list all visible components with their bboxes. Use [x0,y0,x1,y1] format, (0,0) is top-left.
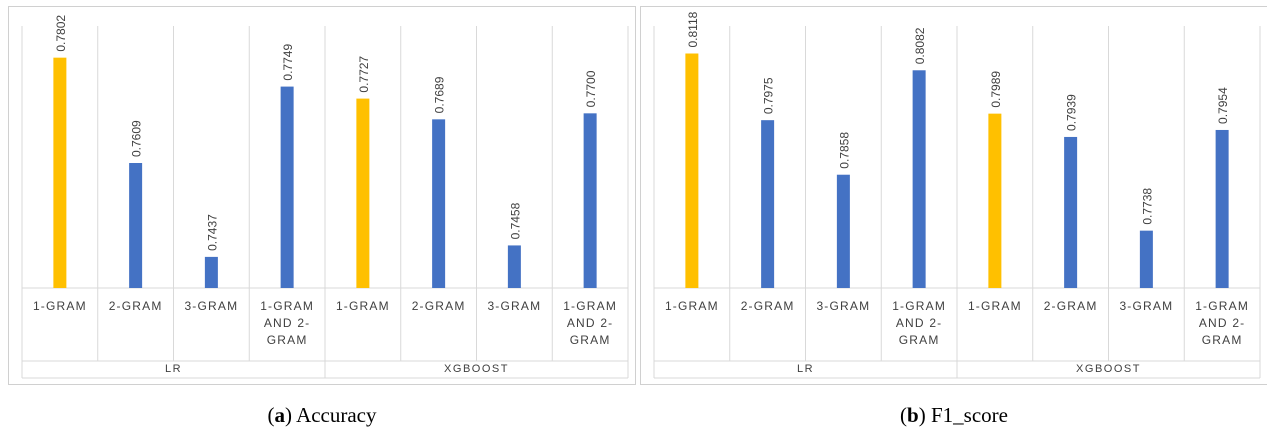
f1-data-label: 0.7954 [1216,87,1230,124]
f1-data-label: 0.7738 [1140,188,1154,225]
accuracy-bar [507,245,521,288]
f1-data-label: 0.7858 [837,132,851,169]
f1-bar [761,120,775,288]
f1-group-label: LR [797,363,814,375]
f1-data-label: 0.7975 [762,77,776,114]
caption-text-a: Accuracy [296,403,377,427]
f1-data-label: 0.7939 [1065,94,1079,131]
f1-frame [640,6,1267,385]
accuracy-chart-svg: 0.7802 0.7609 0.7437 0.7749 0.7727 0.7689 0.74… [8,6,636,385]
accuracy-category-label: AND 2- [567,316,614,330]
f1-category-label: 1-GRAM [892,299,946,313]
accuracy-group-label: XGBOOST [444,363,509,375]
accuracy-bar [129,163,143,288]
f1-category-label: 1-GRAM [1195,299,1249,313]
accuracy-data-label: 0.7802 [54,15,68,52]
f1-data-label: 0.8082 [913,27,927,64]
accuracy-category-label: AND 2- [264,316,311,330]
accuracy-data-label: 0.7458 [508,202,522,239]
accuracy-bar [53,57,67,289]
accuracy-category-label: 1-GRAM [563,299,617,313]
accuracy-bar [204,256,218,288]
f1-bar [1215,129,1229,288]
f1-category-label: 3-GRAM [1119,299,1173,313]
f1-category-label: AND 2- [896,316,943,330]
accuracy-category-label: 2-GRAM [412,299,466,313]
accuracy-category-label: 3-GRAM [487,299,541,313]
f1-category-label: GRAM [899,333,940,347]
f1-bar [685,53,699,288]
accuracy-frame [8,6,636,385]
accuracy-bar [356,98,370,289]
f1-category-label: 2-GRAM [1044,299,1098,313]
f1-score-caption: (b) F1_score [900,403,1008,427]
accuracy-data-label: 0.7700 [584,70,598,107]
accuracy-bar [432,119,446,289]
caption-letter-a: a [274,403,285,427]
accuracy-chart: 0.7802 0.7609 0.7437 0.7749 0.7727 0.7689 0.74… [8,6,636,385]
accuracy-caption: (a) Accuracy [267,403,377,427]
f1-bar [988,113,1002,288]
f1-category-label: GRAM [1202,333,1243,347]
f1-group-label: XGBOOST [1076,363,1141,375]
accuracy-data-label: 0.7749 [281,44,295,81]
accuracy-data-label: 0.7609 [130,120,144,157]
accuracy-category-label: 1-GRAM [336,299,390,313]
accuracy-bar [280,86,294,289]
accuracy-category-label: 3-GRAM [184,299,238,313]
accuracy-data-label: 0.7727 [357,56,371,93]
accuracy-data-label: 0.7437 [205,214,219,251]
accuracy-category-label: 1-GRAM [260,299,314,313]
accuracy-category-label: 2-GRAM [109,299,163,313]
accuracy-category-label: GRAM [570,333,611,347]
f1-score-chart-svg: 0.8118 0.7975 0.7858 0.8082 0.7989 0.7939 0.77… [640,6,1267,385]
f1-category-label: 2-GRAM [741,299,795,313]
f1-category-label: 1-GRAM [968,299,1022,313]
f1-data-label: 0.7989 [989,71,1003,108]
f1-category-label: 3-GRAM [816,299,870,313]
f1-category-label: AND 2- [1199,316,1246,330]
f1-score-chart: 0.8118 0.7975 0.7858 0.8082 0.7989 0.7939 0.77… [640,6,1267,385]
f1-bar [912,70,926,288]
f1-bar [1064,136,1078,288]
f1-bar [1139,230,1153,288]
f1-data-label: 0.8118 [686,11,700,47]
caption-letter-b: b [907,403,919,427]
accuracy-group-label: LR [165,363,182,375]
accuracy-bar [583,113,597,288]
f1-bar [836,174,850,288]
accuracy-category-label: 1-GRAM [33,299,87,313]
accuracy-category-label: GRAM [267,333,308,347]
accuracy-data-label: 0.7689 [433,76,447,113]
f1-category-label: 1-GRAM [665,299,719,313]
caption-text-b: F1_score [930,403,1008,427]
